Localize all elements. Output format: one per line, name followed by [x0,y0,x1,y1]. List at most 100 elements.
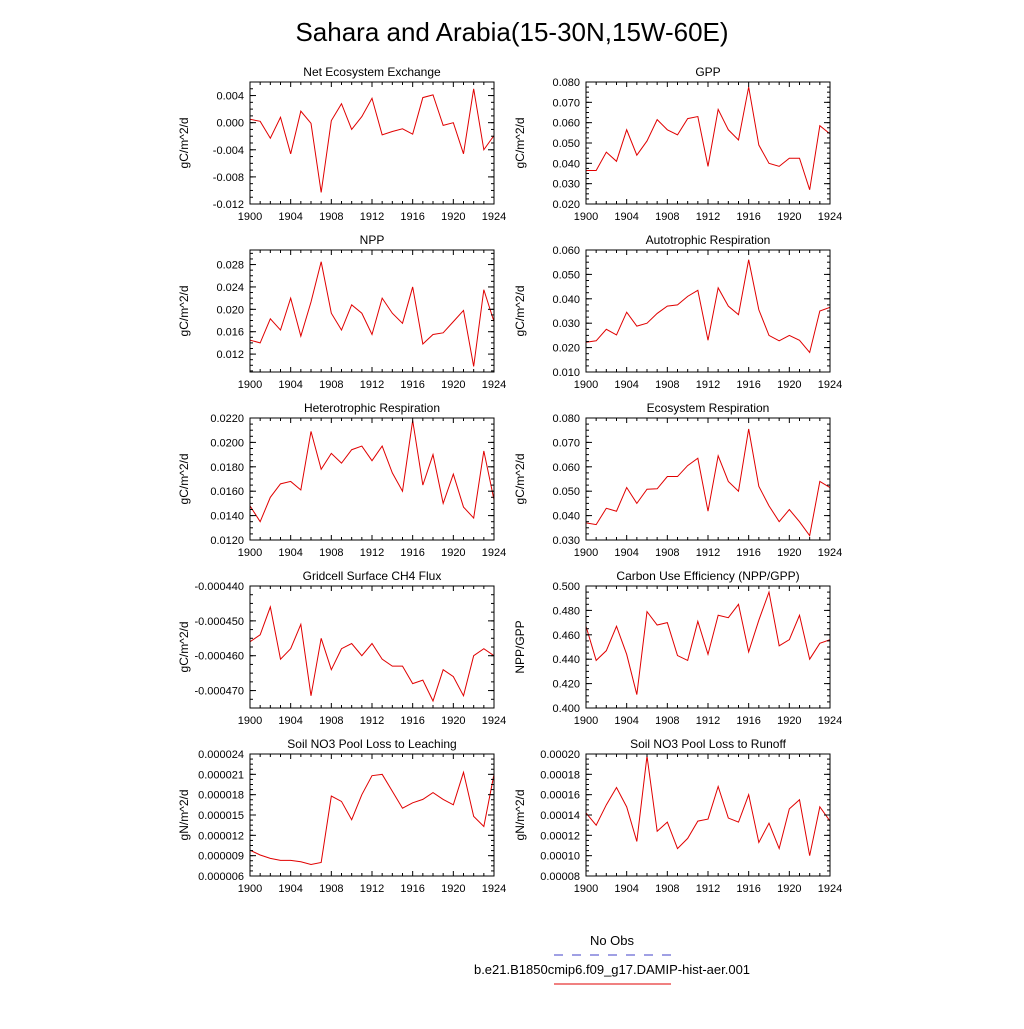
y-tick-label: -0.008 [213,172,244,184]
x-tick-label: 1916 [736,715,760,727]
panels: Net Ecosystem Exchange gC/m^2/d 1900 1904 19… [177,65,842,895]
x-tick-label: 1916 [736,547,760,559]
x-tick-label: 1924 [818,547,842,559]
x-tick-label: 1908 [319,211,343,223]
chart-title: Heterotrophic Respiration [304,401,440,415]
y-tick-label: 0.080 [552,77,580,89]
x-tick-label: 1916 [736,883,760,895]
y-axis-label: gC/m^2/d [177,286,191,337]
y-tick-label: 0.050 [552,138,580,150]
chart-title: Soil NO3 Pool Loss to Leaching [287,737,456,751]
y-tick-label: 0.00008 [540,871,580,883]
y-axis-label: gC/m^2/d [513,118,527,169]
y-tick-label: 0.070 [552,97,580,109]
y-axis-label: gC/m^2/d [513,454,527,505]
chart-title: Carbon Use Efficiency (NPP/GPP) [616,569,799,583]
chart-title: Net Ecosystem Exchange [303,65,441,79]
y-tick-label: 0.0160 [210,486,244,498]
y-tick-label: 0.010 [552,367,580,379]
y-tick-label: 0.000024 [198,749,244,761]
x-tick-label: 1904 [614,379,638,391]
series-line [586,428,830,537]
x-tick-label: 1904 [278,715,302,727]
y-tick-label: 0.080 [552,413,580,425]
x-tick-label: 1916 [400,883,424,895]
x-tick-label: 1900 [238,379,262,391]
chart-panel-1: GPP gC/m^2/d 1900 1904 1908 1912 1916 1920 1924 0… [513,65,842,223]
x-tick-label: 1900 [574,547,598,559]
y-tick-label: -0.000450 [194,616,244,628]
y-tick-label: 0.00016 [540,790,580,802]
y-tick-label: 0.0200 [210,437,244,449]
x-tick-label: 1916 [400,379,424,391]
x-tick-label: 1912 [360,547,384,559]
y-tick-label: 0.030 [552,179,580,191]
y-tick-label: 0.0180 [210,462,244,474]
plot-frame [249,585,495,709]
x-tick-label: 1908 [319,379,343,391]
plot-frame [249,81,495,205]
x-tick-label: 1924 [482,715,506,727]
series-line [250,261,494,367]
y-tick-label: 0.004 [216,91,244,103]
x-tick-label: 1916 [736,379,760,391]
x-tick-label: 1916 [400,715,424,727]
y-tick-label: 0.030 [552,535,580,547]
x-tick-label: 1920 [777,547,801,559]
x-tick-label: 1920 [441,883,465,895]
x-tick-label: 1920 [777,379,801,391]
x-tick-label: 1900 [574,715,598,727]
x-tick-label: 1920 [441,715,465,727]
series-line [586,86,830,190]
chart-panel-3: Autotrophic Respiration gC/m^2/d 1900 1904 1… [513,233,842,391]
plot-frame [249,417,495,541]
x-tick-label: 1904 [278,883,302,895]
x-tick-label: 1920 [441,379,465,391]
x-tick-label: 1924 [818,883,842,895]
chart-panel-4: Heterotrophic Respiration gC/m^2/d 1900 190… [177,401,506,559]
series-line [250,770,494,865]
x-tick-label: 1904 [278,547,302,559]
x-tick-label: 1904 [614,547,638,559]
y-tick-label: 0.000009 [198,851,244,863]
y-tick-label: 0.012 [216,349,244,361]
y-axis-label: gN/m^2/d [177,790,191,841]
x-tick-label: 1908 [655,547,679,559]
x-tick-label: 1900 [574,379,598,391]
y-tick-label: 0.016 [216,327,244,339]
x-tick-label: 1916 [400,211,424,223]
y-axis-label: gC/m^2/d [177,454,191,505]
legend-label-obs: No Obs [590,933,635,948]
x-tick-label: 1912 [696,547,720,559]
x-tick-label: 1908 [655,715,679,727]
plot-frame [585,417,831,541]
x-tick-label: 1924 [482,547,506,559]
y-tick-label: 0.00012 [540,830,580,842]
x-tick-label: 1908 [319,715,343,727]
x-tick-label: 1920 [777,211,801,223]
y-tick-label: -0.000470 [194,686,244,698]
x-tick-label: 1908 [319,547,343,559]
chart-title: Ecosystem Respiration [647,401,770,415]
x-tick-label: 1912 [696,883,720,895]
x-tick-label: 1900 [238,211,262,223]
y-axis-label: gN/m^2/d [513,790,527,841]
legend: No Obs b.e21.B1850cmip6.f09_g17.DAMIP-hi… [474,933,750,985]
x-tick-label: 1900 [574,211,598,223]
x-tick-label: 1916 [400,547,424,559]
y-tick-label: 0.050 [552,486,580,498]
x-tick-label: 1912 [696,715,720,727]
chart-title: Soil NO3 Pool Loss to Runoff [630,737,787,751]
chart-title: Gridcell Surface CH4 Flux [303,569,442,583]
x-tick-label: 1904 [278,379,302,391]
y-axis-label: gC/m^2/d [513,286,527,337]
x-tick-label: 1900 [238,547,262,559]
y-tick-label: 0.000018 [198,790,244,802]
x-tick-label: 1924 [482,211,506,223]
y-tick-label: 0.060 [552,462,580,474]
y-tick-label: 0.020 [552,199,580,211]
figure-title: Sahara and Arabia(15-30N,15W-60E) [295,17,728,47]
y-tick-label: 0.00014 [540,810,580,822]
x-tick-label: 1924 [818,715,842,727]
